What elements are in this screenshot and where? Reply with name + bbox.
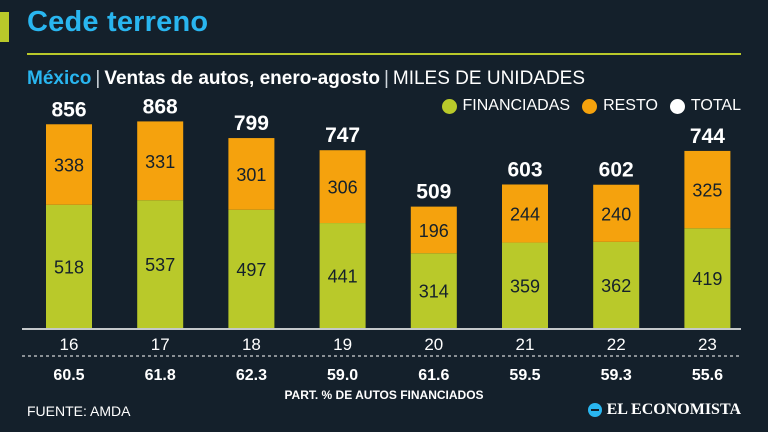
subtitle-country: México	[27, 68, 92, 89]
legend-label-total: TOTAL	[690, 97, 741, 114]
label-total: 509	[416, 181, 451, 204]
label-resto: 301	[236, 165, 266, 185]
bar-financiadas	[319, 223, 366, 328]
title-accent-bar	[0, 12, 9, 42]
share-value: 61.6	[418, 367, 449, 384]
bar-resto	[593, 184, 640, 242]
bar-financiadas	[46, 204, 92, 328]
bar-resto	[319, 150, 366, 224]
source-note: FUENTE: AMDA	[27, 403, 131, 419]
label-financiadas: 441	[328, 267, 358, 287]
x-tick-label: 20	[424, 335, 443, 354]
label-financiadas: 362	[601, 276, 631, 296]
x-tick-label: 19	[333, 335, 352, 354]
label-total: 602	[599, 159, 634, 182]
label-total: 603	[507, 158, 542, 181]
label-resto: 331	[145, 152, 175, 172]
subtitle-topic: Ventas de autos, enero-agosto	[104, 68, 380, 89]
bar-resto	[684, 150, 731, 229]
bar-financiadas	[228, 209, 275, 328]
label-total: 744	[690, 125, 725, 148]
label-financiadas: 419	[692, 269, 722, 289]
label-financiadas: 359	[510, 276, 540, 296]
legend-label-resto: RESTO	[603, 97, 658, 114]
share-axis-label: PART. % DE AUTOS FINANCIADOS	[284, 388, 484, 402]
x-tick-label: 22	[607, 335, 626, 354]
share-value: 59.5	[509, 367, 540, 384]
legend-swatch-total	[669, 98, 685, 114]
label-resto: 338	[54, 155, 84, 175]
subtitle-units: MILES DE UNIDADES	[392, 68, 586, 89]
legend-swatch-financiadas	[441, 98, 457, 114]
label-total: 799	[234, 112, 269, 135]
bar-financiadas	[593, 241, 640, 328]
label-total: 856	[51, 98, 86, 121]
chart-legend: FINANCIADAS RESTO TOTAL	[430, 97, 741, 115]
legend-label-financiadas: FINANCIADAS	[462, 97, 571, 114]
legend-item-total: TOTAL	[669, 97, 741, 115]
legend-swatch-resto	[582, 98, 598, 114]
label-financiadas: 497	[236, 260, 266, 280]
x-tick-label: 21	[516, 335, 535, 354]
label-total: 868	[143, 95, 178, 118]
bar-financiadas	[502, 242, 548, 328]
label-resto: 244	[510, 205, 540, 225]
x-tick-label: 23	[698, 335, 717, 354]
subtitle-separator: |	[95, 68, 101, 89]
label-resto: 325	[692, 181, 722, 201]
brand-mark-icon	[587, 403, 602, 417]
label-financiadas: 314	[419, 282, 449, 302]
x-tick-label: 17	[151, 335, 170, 354]
brand-logo: EL ECONOMISTA	[587, 401, 741, 419]
label-resto: 196	[419, 221, 449, 241]
share-value: 62.3	[236, 367, 267, 384]
bar-financiadas	[410, 253, 457, 328]
bar-resto	[228, 138, 275, 210]
subtitle-separator: |	[383, 68, 389, 89]
label-financiadas: 537	[145, 255, 175, 275]
label-resto: 240	[601, 204, 631, 224]
share-value: 59.3	[601, 367, 632, 384]
share-value: 61.8	[145, 367, 176, 384]
x-tick-label: 18	[242, 335, 261, 354]
label-total: 747	[325, 124, 360, 147]
bar-resto	[46, 124, 92, 205]
legend-item-financiadas: FINANCIADAS	[441, 97, 571, 115]
legend-item-resto: RESTO	[582, 97, 658, 115]
title-divider	[27, 53, 741, 55]
brand-name: EL ECONOMISTA	[606, 401, 741, 418]
label-resto: 306	[328, 178, 358, 198]
share-value: 55.6	[692, 367, 723, 384]
x-tick-label: 16	[60, 335, 79, 354]
bar-financiadas	[684, 228, 731, 328]
bar-resto	[137, 121, 184, 201]
bar-resto	[410, 206, 457, 254]
label-financiadas: 518	[54, 257, 84, 277]
share-value: 59.0	[327, 367, 358, 384]
bar-financiadas	[137, 200, 184, 328]
chart-subtitle: México | Ventas de autos, enero-agosto | MIL…	[27, 68, 585, 90]
bar-resto	[502, 184, 548, 243]
share-value: 60.5	[53, 367, 84, 384]
chart-title: Cede terreno	[27, 6, 209, 38]
